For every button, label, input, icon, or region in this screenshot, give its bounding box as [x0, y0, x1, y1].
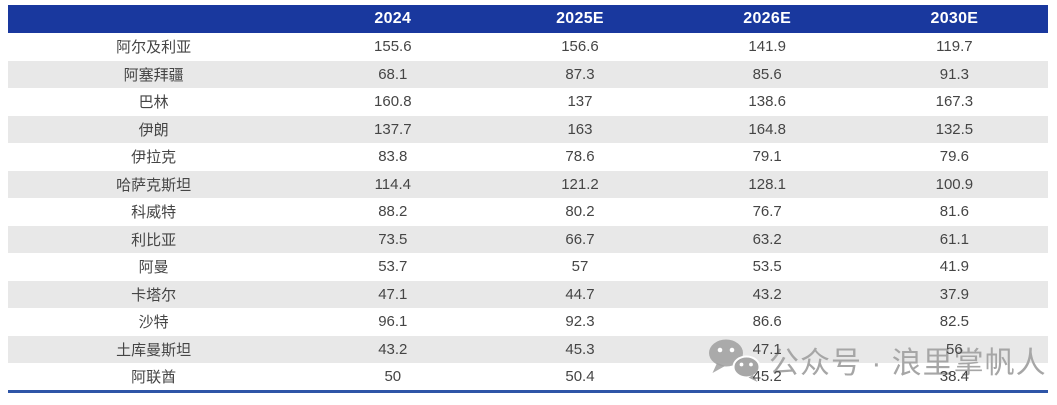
column-header-2025e: 2025E: [486, 5, 674, 33]
value-cell: 45.3: [565, 340, 595, 358]
table-row: 沙特 96.1 92.3 86.6 82.5: [8, 308, 1048, 336]
value-cell: 80.2: [565, 203, 595, 221]
value-cell: 163: [567, 120, 593, 138]
value-cell: 57: [571, 258, 589, 276]
value-cell: 37.9: [939, 285, 969, 303]
value-cell: 50: [384, 368, 402, 386]
value-cell: 85.6: [752, 65, 782, 83]
value-cell: 53.5: [752, 258, 782, 276]
value-cell: 137.7: [374, 120, 412, 138]
value-cell: 81.6: [939, 203, 969, 221]
value-cell: 41.9: [939, 258, 969, 276]
value-cell: 56: [946, 340, 963, 358]
value-cell: 63.2: [752, 230, 782, 248]
country-cell: 沙特: [138, 314, 169, 332]
table-row: 阿曼 53.7 57 53.5 41.9: [8, 253, 1048, 281]
table-row: 伊朗 137.7 163 164.8 132.5: [8, 115, 1048, 143]
value-cell: 91.3: [939, 65, 969, 83]
value-cell: 61.1: [939, 230, 969, 248]
country-cell: 科威特: [131, 204, 177, 222]
value-cell: 43.2: [752, 285, 782, 303]
value-cell: 53.7: [378, 258, 408, 276]
value-cell: 68.1: [378, 65, 408, 83]
table-row: 哈萨克斯坦 114.4 121.2 128.1 100.9: [8, 170, 1048, 198]
table-row: 伊拉克 83.8 78.6 79.1 79.6: [8, 143, 1048, 171]
value-cell: 47.1: [752, 340, 782, 358]
country-forecast-table: 2024 2025E 2026E 2030E 阿尔及利亚 155.6 156.6 14…: [8, 5, 1048, 391]
value-cell: 50.4: [565, 368, 595, 386]
country-cell: 阿联酋: [131, 369, 177, 387]
country-column-header: [8, 5, 300, 33]
country-cell: 阿曼: [138, 259, 169, 277]
country-cell: 哈萨克斯坦: [116, 176, 192, 194]
column-header-2024: 2024: [299, 5, 487, 33]
value-cell: 38.4: [939, 368, 969, 386]
value-cell: 78.6: [565, 148, 595, 166]
value-cell: 79.1: [752, 148, 782, 166]
value-cell: 137: [567, 93, 593, 111]
country-cell: 伊朗: [138, 121, 169, 139]
table-row: 利比亚 73.5 66.7 63.2 61.1: [8, 225, 1048, 253]
table-row: 卡塔尔 47.1 44.7 43.2 37.9: [8, 280, 1048, 308]
value-cell: 82.5: [939, 313, 969, 331]
value-cell: 76.7: [752, 203, 782, 221]
country-cell: 伊拉克: [131, 149, 177, 167]
value-cell: 119.7: [936, 38, 973, 56]
country-cell: 利比亚: [131, 231, 177, 249]
value-cell: 132.5: [935, 120, 974, 138]
table-bottom-rule: [8, 390, 1048, 393]
value-cell: 167.3: [935, 93, 974, 111]
country-cell: 巴林: [138, 94, 169, 112]
value-cell: 83.8: [378, 148, 408, 166]
value-cell: 164.8: [748, 120, 786, 138]
value-cell: 88.2: [378, 203, 408, 221]
table-row: 阿尔及利亚 155.6 156.6 141.9 119.7: [8, 33, 1048, 61]
value-cell: 73.5: [378, 230, 408, 248]
value-cell: 128.1: [748, 175, 786, 193]
country-cell: 土库曼斯坦: [116, 341, 192, 359]
value-cell: 114.4: [374, 175, 412, 193]
value-cell: 160.8: [374, 93, 412, 111]
value-cell: 47.1: [378, 285, 408, 303]
value-cell: 156.6: [561, 38, 599, 56]
country-cell: 卡塔尔: [131, 286, 177, 304]
value-cell: 100.9: [935, 175, 974, 193]
value-cell: 96.1: [378, 313, 408, 331]
table-row: 巴林 160.8 137 138.6 167.3: [8, 88, 1048, 116]
value-cell: 79.6: [939, 148, 969, 166]
country-cell: 阿塞拜疆: [123, 66, 184, 84]
table-row: 阿联酋 50 50.4 45.2 38.4: [8, 363, 1048, 391]
table-header-row: 2024 2025E 2026E 2030E: [8, 5, 1048, 33]
table-row: 阿塞拜疆 68.1 87.3 85.6 91.3: [8, 60, 1048, 88]
value-cell: 138.6: [748, 93, 786, 111]
column-header-2030e: 2030E: [860, 5, 1048, 33]
value-cell: 92.3: [565, 313, 595, 331]
value-cell: 121.2: [561, 175, 599, 193]
value-cell: 43.2: [378, 340, 408, 358]
table-row: 土库曼斯坦 43.2 45.3 47.1 56: [8, 335, 1048, 363]
value-cell: 155.6: [374, 38, 412, 56]
country-cell: 阿尔及利亚: [116, 39, 192, 57]
table-row: 科威特 88.2 80.2 76.7 81.6: [8, 198, 1048, 226]
value-cell: 141.9: [748, 38, 786, 56]
value-cell: 45.2: [752, 368, 782, 386]
value-cell: 86.6: [752, 313, 782, 331]
column-header-2026e: 2026E: [673, 5, 861, 33]
value-cell: 44.7: [565, 285, 595, 303]
value-cell: 66.7: [565, 230, 595, 248]
value-cell: 87.3: [565, 65, 595, 83]
